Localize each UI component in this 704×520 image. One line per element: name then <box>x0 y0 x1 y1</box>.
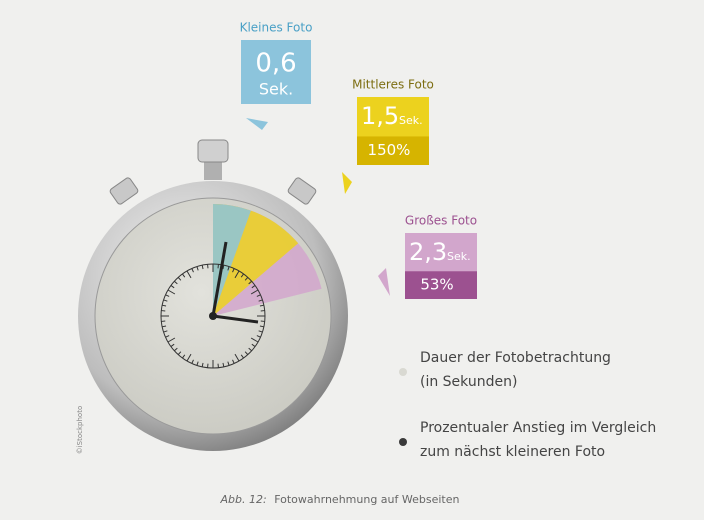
stopwatch <box>78 139 348 451</box>
dial-tick <box>182 354 186 359</box>
dial-tick <box>258 330 263 333</box>
dial-tick <box>177 351 182 355</box>
legend-text: Dauer der Fotobetrachtung <box>420 350 611 366</box>
dial-tick <box>248 347 252 352</box>
dial-tick <box>167 289 176 295</box>
value: 0,6 <box>255 49 296 79</box>
caption: Abb. 12: Fotowahrnehmung auf Webseiten <box>220 493 460 506</box>
dial-tick <box>259 304 264 307</box>
dial-tick <box>244 351 249 355</box>
dial-tick <box>177 277 182 281</box>
legend-text: Prozentualer Anstieg im Vergleich <box>420 420 656 436</box>
dial-tick <box>234 270 240 279</box>
increase-strip <box>405 271 477 299</box>
dial-tick <box>182 273 186 278</box>
hand <box>212 314 259 324</box>
legend-dot <box>399 368 407 376</box>
button-right <box>287 177 317 205</box>
dial-tick <box>227 266 230 271</box>
dial-tick <box>251 285 256 289</box>
dial-tick <box>240 354 244 359</box>
caption-text: Fotowahrnehmung auf Webseiten <box>274 493 459 506</box>
shard <box>342 172 352 194</box>
dial-tick <box>186 353 192 362</box>
dial-tick <box>250 289 259 295</box>
dial-tick <box>201 362 204 367</box>
dial-tick <box>201 265 204 270</box>
dial-tick <box>186 270 192 279</box>
dial-tick <box>163 330 168 333</box>
unit: Sek. <box>259 80 293 99</box>
box-label: Mittleres Foto <box>352 78 434 92</box>
button-left <box>109 177 139 205</box>
dial-tick <box>256 335 261 338</box>
dial-tick <box>170 343 175 347</box>
dial-tick <box>222 265 225 270</box>
value: 1,5 <box>361 102 399 130</box>
dial-tick <box>256 294 261 297</box>
dial-tick <box>162 325 167 328</box>
dial-tick <box>258 299 263 302</box>
value: 2,3 <box>409 238 447 266</box>
dial-tick <box>248 280 252 285</box>
dial-tick <box>250 337 259 343</box>
dial-tick <box>163 299 168 302</box>
dial-tick <box>227 361 230 366</box>
credit: ©iStockphoto <box>76 406 84 455</box>
dial-tick <box>170 285 175 289</box>
dial-tick <box>234 353 240 362</box>
dial-tick <box>244 277 249 281</box>
dial-tick <box>165 294 170 297</box>
dial-tick <box>259 325 264 328</box>
dial-tick <box>174 347 178 352</box>
dial-tick <box>251 343 256 347</box>
dial-tick <box>174 280 178 285</box>
dial-tick <box>191 359 194 364</box>
increase: 150% <box>368 141 411 159</box>
value-box <box>241 40 311 104</box>
shard <box>246 118 268 130</box>
increase-strip <box>357 136 429 165</box>
dial-tick <box>232 268 235 273</box>
box-label: Großes Foto <box>405 214 477 228</box>
dial-tick <box>167 337 176 343</box>
dial-tick <box>196 266 199 271</box>
dial-tick <box>165 335 170 338</box>
box-label: Kleines Foto <box>240 21 313 35</box>
unit: Sek. <box>447 250 471 263</box>
dial-tick <box>162 304 167 307</box>
hub <box>209 312 217 320</box>
legend-text: (in Sekunden) <box>420 374 517 390</box>
dial-tick <box>222 362 225 367</box>
crown <box>197 139 229 163</box>
dial-tick <box>232 359 235 364</box>
time-wedge <box>213 204 251 316</box>
increase: 53% <box>420 276 453 294</box>
unit: Sek. <box>399 114 423 127</box>
caption-prefix: Abb. 12: <box>220 493 267 506</box>
dial-tick <box>191 268 194 273</box>
dial-tick <box>240 273 244 278</box>
shard <box>378 268 390 296</box>
dial-tick <box>196 361 199 366</box>
legend-text: zum nächst kleineren Foto <box>420 444 605 460</box>
hand <box>211 241 228 317</box>
legend-dot <box>399 438 407 446</box>
